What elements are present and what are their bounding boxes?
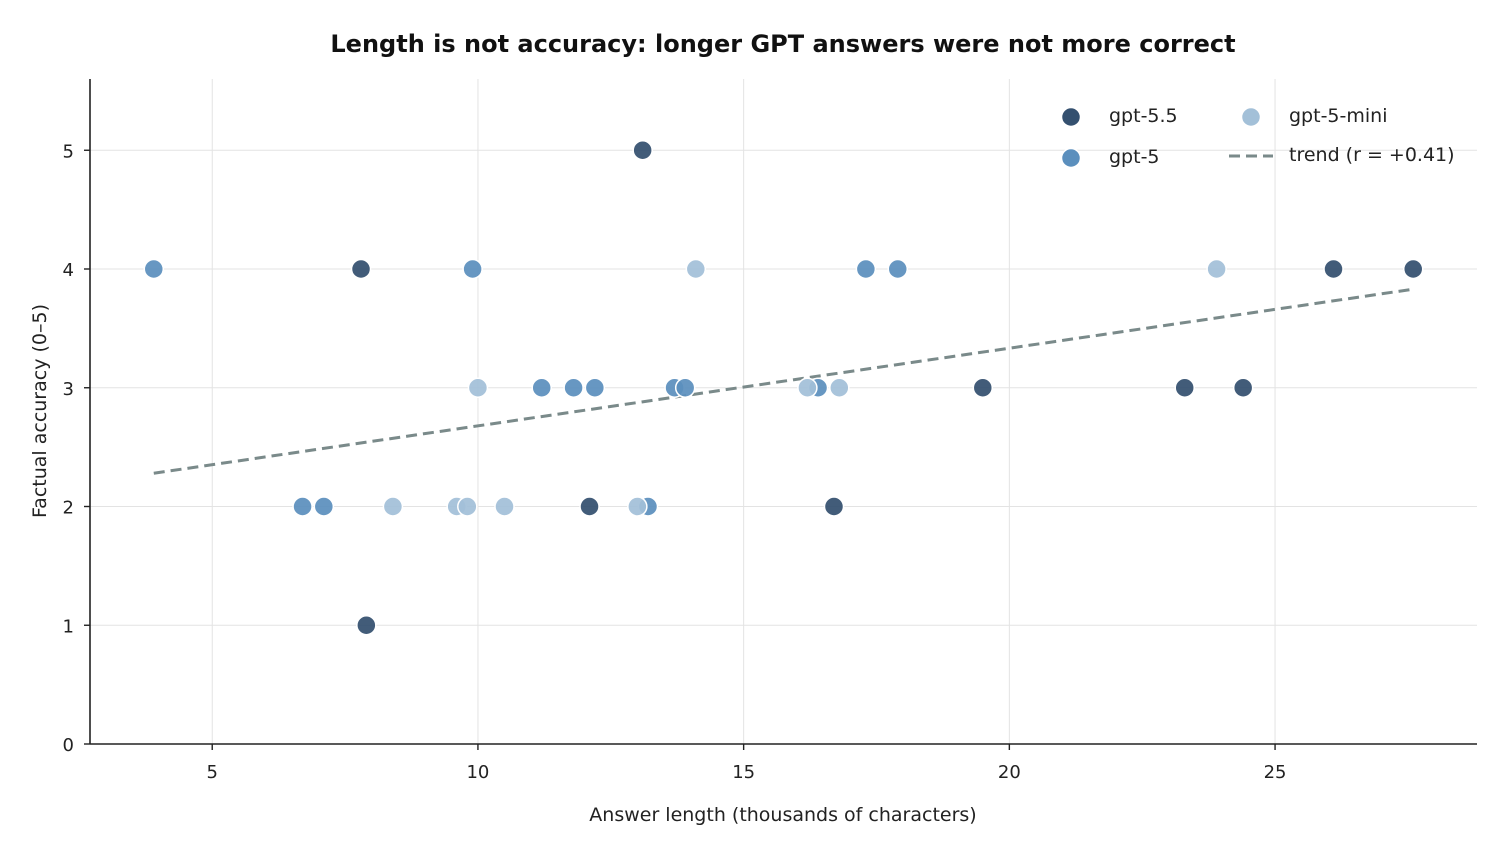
point-gpt-5-mini [467, 377, 489, 398]
x-tick-label: 25 [1264, 762, 1287, 783]
x-tick-label: 10 [466, 762, 489, 783]
x-tick-label: 20 [998, 762, 1021, 783]
x-tick-label: 15 [732, 762, 755, 783]
y-axis-label: Factual accuracy (0–5) [29, 304, 51, 518]
point-gpt-5-5 [1323, 258, 1344, 280]
legend: gpt-5.5 gpt-5-mini gpt-5 trend (r = +0.41) [1060, 105, 1455, 169]
point-gpt-5-mini [382, 496, 404, 517]
point-gpt-5-5 [350, 258, 372, 280]
chart-title: Length is not accuracy: longer GPT answe… [330, 30, 1235, 58]
point-gpt-5 [887, 258, 909, 280]
point-gpt-5 [855, 258, 877, 280]
point-gpt-5-5 [579, 496, 600, 517]
point-gpt-5-5 [1232, 377, 1254, 398]
y-tick-label: 5 [63, 141, 74, 162]
points-layer [143, 140, 1424, 636]
point-gpt-5-5 [972, 377, 994, 398]
y-tick-label: 3 [63, 379, 74, 400]
point-gpt-5 [292, 496, 313, 517]
legend-label-gpt-5: gpt-5 [1109, 146, 1160, 168]
legend-label-trend-r-0-41: trend (r = +0.41) [1289, 144, 1455, 166]
axes [89, 79, 1477, 745]
legend-label-gpt-5-5: gpt-5.5 [1109, 105, 1178, 127]
tick-labels: 5 10 15 20 25 0 1 2 3 4 5 [63, 141, 1287, 783]
point-gpt-5-5 [632, 140, 653, 161]
point-gpt-5 [143, 258, 165, 280]
point-gpt-5-mini [1206, 258, 1227, 280]
point-gpt-5-5 [823, 496, 845, 517]
trend-line [153, 287, 1414, 475]
x-axis-label: Answer length (thousands of characters) [589, 804, 976, 826]
point-gpt-5 [584, 377, 606, 398]
x-tick-label: 5 [206, 762, 217, 783]
trend-layer [153, 287, 1414, 475]
legend-label-gpt-5-mini: gpt-5-mini [1289, 105, 1387, 127]
grid-lines [90, 79, 1477, 744]
legend-marker-gpt-5-mini [1240, 106, 1262, 128]
point-gpt-5 [531, 377, 552, 398]
y-tick-label: 4 [63, 260, 74, 281]
point-gpt-5-5 [1174, 377, 1195, 398]
point-gpt-5-5 [356, 615, 377, 636]
point-gpt-5 [462, 258, 483, 280]
y-tick-label: 0 [63, 735, 74, 756]
point-gpt-5-mini [797, 377, 818, 398]
point-gpt-5 [674, 377, 696, 398]
point-gpt-5-mini [829, 377, 850, 398]
legend-marker-gpt-5-5 [1060, 106, 1082, 128]
point-gpt-5-5 [1402, 258, 1424, 280]
point-gpt-5 [563, 377, 584, 398]
point-gpt-5 [313, 496, 335, 517]
point-gpt-5-mini [457, 496, 478, 517]
point-gpt-5-mini [627, 496, 648, 517]
legend-marker-gpt-5 [1060, 147, 1082, 169]
point-gpt-5-mini [685, 258, 707, 280]
y-tick-label: 2 [63, 498, 74, 519]
point-gpt-5-mini [494, 496, 515, 517]
y-tick-label: 1 [63, 616, 74, 637]
